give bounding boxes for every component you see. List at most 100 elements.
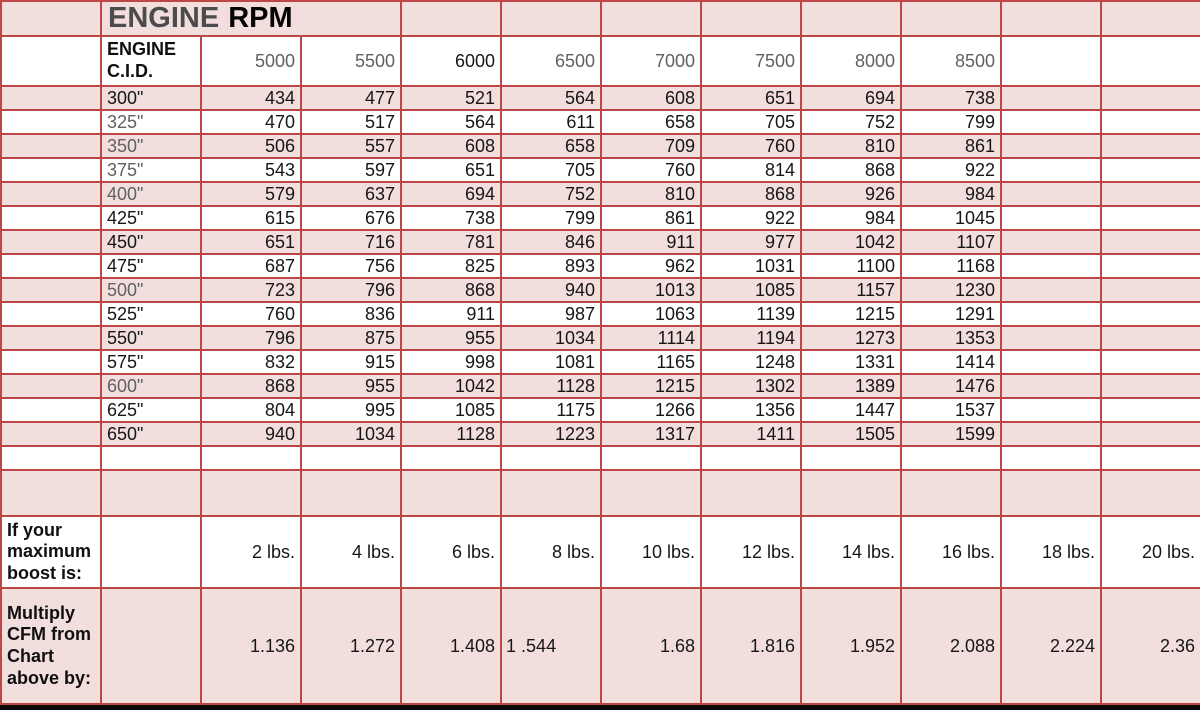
row-extra-cell (1000, 253, 1103, 279)
cid-label: 375" (100, 157, 202, 183)
row-left-cell (0, 157, 102, 183)
cfm-value: 1100 (800, 253, 903, 279)
empty-cell (700, 445, 803, 471)
multiplier-value: 1.408 (400, 587, 503, 705)
cfm-value: 1414 (900, 349, 1003, 375)
empty-cell (200, 445, 302, 471)
row-extra-cell (1100, 349, 1200, 375)
cfm-value: 814 (700, 157, 803, 183)
row-left-cell (0, 253, 102, 279)
multiplier-value: 1.272 (299, 587, 403, 705)
cfm-value: 651 (700, 85, 803, 111)
cfm-value: 915 (299, 349, 403, 375)
bottom-border-bar (0, 705, 1200, 710)
cfm-value: 637 (299, 181, 403, 207)
cfm-value: 940 (500, 277, 603, 303)
empty-cell (700, 469, 803, 517)
row-extra-cell (1000, 397, 1103, 423)
cfm-value: 1128 (500, 373, 603, 399)
cfm-value: 1291 (900, 301, 1003, 327)
row-extra-cell (1100, 229, 1200, 255)
boost-blank-cell (100, 515, 202, 589)
title-word-rpm: RPM (228, 2, 293, 34)
cfm-value: 1031 (700, 253, 803, 279)
title-row: ENGINE RPM (0, 0, 1200, 37)
cfm-value: 987 (500, 301, 603, 327)
empty-cell (1000, 445, 1103, 471)
cfm-value: 911 (400, 301, 503, 327)
cfm-value: 868 (400, 277, 503, 303)
multiplier-row: Multiply CFM from Chart above by: 1.136 1… (0, 587, 1200, 705)
row-extra-cell (1100, 85, 1200, 111)
cfm-value: 799 (900, 109, 1003, 135)
cfm-value: 810 (800, 133, 903, 159)
multiplier-value: 2.224 (1000, 587, 1103, 705)
cid-label: 575" (100, 349, 202, 375)
cfm-value: 868 (800, 157, 903, 183)
cid-row-350: 350" 506 557 608 658 709 760 810 861 (0, 133, 1200, 159)
cfm-value: 796 (299, 277, 403, 303)
cfm-value: 1248 (700, 349, 803, 375)
row-extra-cell (1000, 85, 1103, 111)
cfm-value: 1317 (600, 421, 703, 447)
multiplier-label-cell: Multiply CFM from Chart above by: (0, 587, 102, 705)
cfm-value: 799 (500, 205, 603, 231)
cfm-value: 1356 (700, 397, 803, 423)
cfm-value: 1230 (900, 277, 1003, 303)
cfm-value: 875 (299, 325, 403, 351)
cfm-value: 893 (500, 253, 603, 279)
boost-value: 20 lbs. (1100, 515, 1200, 589)
cfm-value: 1266 (600, 397, 703, 423)
cid-label: 400" (100, 181, 202, 207)
boost-label-cell: If your maximum boost is: (0, 515, 102, 589)
cfm-value: 1537 (900, 397, 1003, 423)
rpm-header-7000: 7000 (600, 35, 703, 87)
cfm-value: 1045 (900, 205, 1003, 231)
cid-row-425: 425" 615 676 738 799 861 922 984 1045 (0, 205, 1200, 231)
row-extra-cell (1000, 301, 1103, 327)
cfm-value: 955 (400, 325, 503, 351)
cid-row-375: 375" 543 597 651 705 760 814 868 922 (0, 157, 1200, 183)
cfm-value: 658 (500, 133, 603, 159)
cfm-value: 1034 (299, 421, 403, 447)
title-word-engine: ENGINE (108, 2, 220, 34)
multiplier-blank-cell (100, 587, 202, 705)
cfm-value: 738 (900, 85, 1003, 111)
empty-cell (900, 445, 1003, 471)
cid-row-525: 525" 760 836 911 987 1063 1139 1215 1291 (0, 301, 1200, 327)
cfm-value: 1128 (400, 421, 503, 447)
header-corner-cell (0, 35, 102, 87)
cid-label: 550" (100, 325, 202, 351)
rpm-header-6500: 6500 (500, 35, 603, 87)
cfm-value: 836 (299, 301, 403, 327)
row-extra-cell (1100, 157, 1200, 183)
row-left-cell (0, 421, 102, 447)
cfm-value: 962 (600, 253, 703, 279)
cfm-value: 1063 (600, 301, 703, 327)
cfm-value: 651 (200, 229, 302, 255)
cfm-value: 984 (800, 205, 903, 231)
cfm-value: 998 (400, 349, 503, 375)
cid-label: 475" (100, 253, 202, 279)
cfm-value: 1157 (800, 277, 903, 303)
empty-cell (600, 445, 703, 471)
row-extra-cell (1100, 373, 1200, 399)
cfm-value: 1107 (900, 229, 1003, 255)
empty-cell (500, 445, 603, 471)
cfm-value: 1034 (500, 325, 603, 351)
title-row-cell (1100, 0, 1200, 37)
multiplier-value: 1.816 (700, 587, 803, 705)
cfm-value: 810 (600, 181, 703, 207)
cfm-value: 1114 (600, 325, 703, 351)
rpm-header-8000: 8000 (800, 35, 903, 87)
cid-label: 450" (100, 229, 202, 255)
cid-label: 625" (100, 397, 202, 423)
title-row-cell (700, 0, 803, 37)
cfm-value: 1194 (700, 325, 803, 351)
empty-cell (299, 469, 403, 517)
rpm-header-7500: 7500 (700, 35, 803, 87)
row-extra-cell (1100, 205, 1200, 231)
row-extra-cell (1000, 421, 1103, 447)
cid-row-400: 400" 579 637 694 752 810 868 926 984 (0, 181, 1200, 207)
